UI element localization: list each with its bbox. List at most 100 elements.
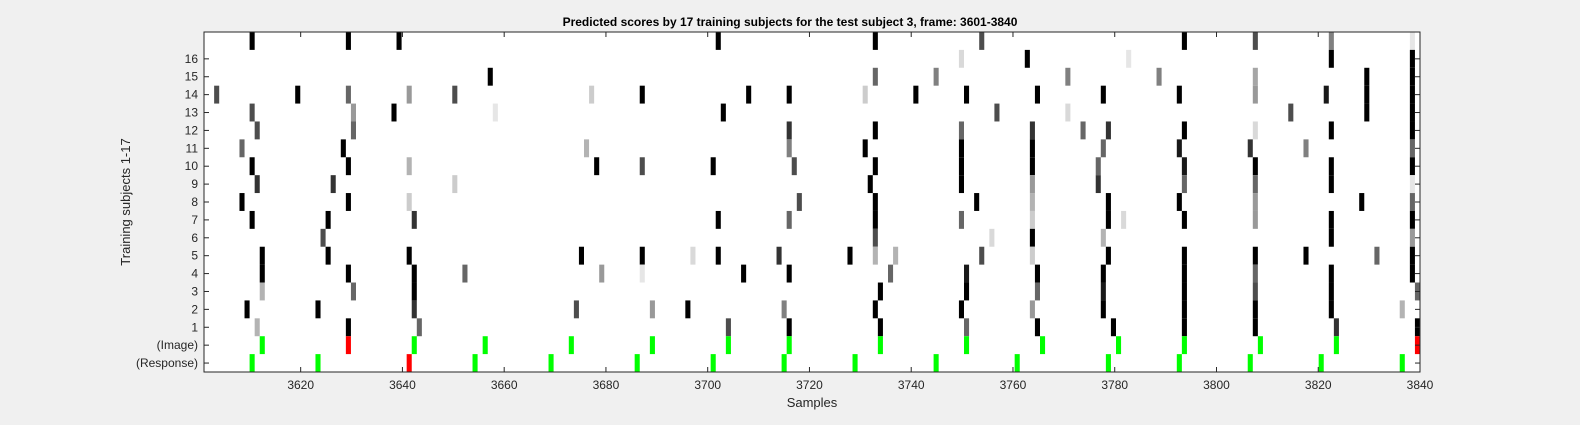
heatmap-cell [1029, 210, 1035, 229]
y-tick-label: 11 [186, 141, 199, 155]
heatmap-cell [1328, 210, 1334, 229]
heatmap-cell [1181, 264, 1187, 283]
heatmap-cell [1409, 49, 1415, 68]
heatmap-cell [1029, 121, 1035, 140]
heatmap-cell [1029, 246, 1035, 265]
heatmap-cell [720, 103, 726, 122]
heatmap-cell [1328, 49, 1334, 68]
heatmap-cell [1121, 210, 1127, 229]
heatmap-cell [867, 175, 873, 194]
heatmap-cell [872, 157, 878, 176]
heatmap-cell [1247, 354, 1253, 372]
heatmap-cell [244, 300, 250, 319]
x-tick-label: 3720 [796, 378, 823, 392]
heatmap-cell [1080, 121, 1086, 140]
heatmap-cell [964, 318, 970, 337]
heatmap-cell [989, 228, 995, 247]
heatmap-cell [573, 300, 579, 319]
heatmap-cell [958, 139, 964, 158]
heatmap-cell [1100, 264, 1106, 283]
heatmap-cell [1065, 67, 1071, 86]
heatmap-cell [1252, 175, 1258, 194]
y-tick-label: 16 [185, 52, 199, 66]
heatmap-cell [254, 318, 260, 337]
heatmap-cell [1252, 264, 1258, 283]
heatmap-cell [406, 354, 412, 372]
heatmap-cell [315, 300, 321, 319]
heatmap-cell [877, 282, 883, 301]
heatmap-cell [340, 139, 346, 158]
x-tick-label: 3660 [491, 378, 518, 392]
heatmap-cell [406, 193, 412, 211]
heatmap-cell [1065, 103, 1071, 122]
x-tick-label: 3840 [1407, 378, 1434, 392]
heatmap-cell [1359, 193, 1365, 211]
plot-frame [203, 31, 1421, 373]
y-tick-label: 5 [191, 249, 198, 263]
heatmap-cell [958, 49, 964, 68]
heatmap-cell [725, 336, 731, 355]
heatmap-cell [487, 67, 493, 86]
heatmap-cell [1252, 300, 1258, 319]
heatmap-cell [725, 318, 731, 337]
heatmap-cell [852, 354, 858, 372]
heatmap-cell [1409, 157, 1415, 176]
y-tick-label: 12 [185, 123, 199, 137]
heatmap-cell [239, 193, 245, 211]
heatmap-cell [1181, 282, 1187, 301]
heatmap-cell [249, 157, 255, 176]
heatmap-cell [325, 246, 331, 265]
heatmap-cell [872, 67, 878, 86]
heatmap-cell [249, 210, 255, 229]
heatmap-cell [893, 246, 899, 265]
heatmap-cell [1333, 336, 1339, 355]
heatmap-cell [781, 354, 787, 372]
heatmap-cell [1252, 210, 1258, 229]
heatmap-cell [1095, 157, 1101, 176]
heatmap-cell [249, 354, 255, 372]
heatmap-cell [254, 121, 260, 140]
heatmap-cell [964, 264, 970, 283]
heatmap-cell [639, 157, 645, 176]
heatmap-cell [1181, 336, 1187, 355]
heatmap-cell [462, 264, 468, 283]
heatmap-cell [715, 32, 721, 50]
heatmap-cell [345, 157, 351, 176]
heatmap-cell [249, 103, 255, 122]
heatmap-cell [1181, 157, 1187, 176]
y-tick-label: (Image) [157, 338, 198, 352]
heatmap-cell [568, 336, 574, 355]
heatmap-cell [1181, 175, 1187, 194]
heatmap-cell [599, 264, 605, 283]
heatmap-cell [406, 157, 412, 176]
heatmap-cell [1328, 175, 1334, 194]
heatmap-cell [1328, 121, 1334, 140]
heatmap-cell [1409, 228, 1415, 247]
x-axis-label: Samples [787, 395, 838, 410]
heatmap-cell [1409, 246, 1415, 265]
heatmap-cell [958, 300, 964, 319]
heatmap-cell [239, 139, 245, 158]
heatmap-cell [1257, 336, 1263, 355]
heatmap-cell [1181, 318, 1187, 337]
y-tick-label: 6 [191, 231, 198, 245]
heatmap-cell [330, 175, 336, 194]
heatmap-cell [259, 246, 265, 265]
x-tick-label: 3740 [898, 378, 925, 392]
heatmap-cell [786, 85, 792, 104]
heatmap-cell [1181, 246, 1187, 265]
heatmap-cell [589, 85, 595, 104]
heatmap-cell [710, 354, 716, 372]
heatmap-cell [639, 246, 645, 265]
heatmap-cell [1409, 67, 1415, 86]
heatmap-cell [872, 300, 878, 319]
heatmap-cell [958, 210, 964, 229]
heatmap-cell [649, 336, 655, 355]
heatmap-cell [1364, 85, 1370, 104]
heatmap-cell [1034, 318, 1040, 337]
heatmap-cell [1252, 85, 1258, 104]
heatmap-cell [1105, 210, 1111, 229]
heatmap-cell [584, 139, 590, 158]
heatmap-cell [325, 210, 331, 229]
x-tick-label: 3680 [593, 378, 620, 392]
